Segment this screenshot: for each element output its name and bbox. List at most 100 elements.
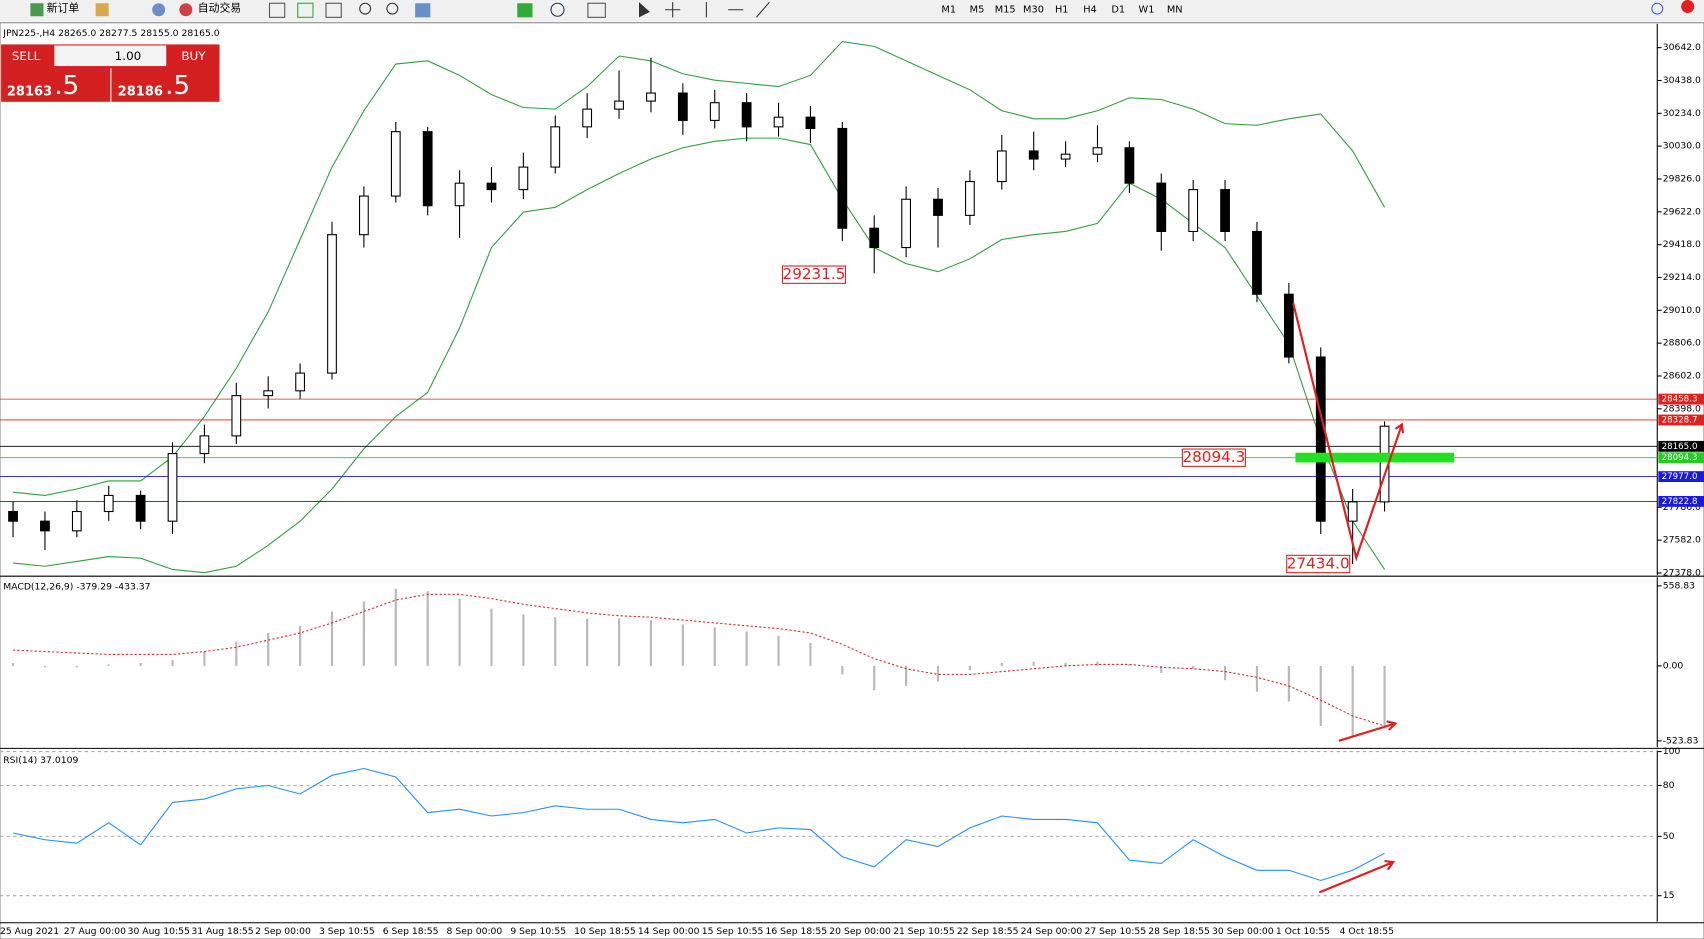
candle-body — [486, 182, 497, 191]
y-tick-label: 15 — [1663, 890, 1675, 901]
y-tick-label: 80 — [1663, 780, 1675, 791]
x-tick-label: 14 Sep 00:00 — [638, 926, 700, 937]
candle-body — [1283, 293, 1294, 358]
candle-body — [1028, 150, 1039, 160]
search[interactable] — [1651, 2, 1664, 15]
candle-body — [454, 182, 465, 207]
candle-body — [996, 150, 1007, 183]
price-level-label: 28328.7 — [1662, 415, 1698, 425]
candle-body — [327, 234, 337, 374]
timeframe[interactable]: W1 — [1139, 5, 1155, 16]
trade-panel: SELL BUY 1.00 28163 .5 28186 .5 — [1, 44, 220, 102]
annotation: 27434.0 — [1287, 555, 1350, 573]
candle-body — [773, 116, 784, 128]
icon[interactable] — [517, 3, 533, 18]
icon[interactable] — [268, 2, 286, 18]
ask-fraction: .5 — [165, 71, 190, 101]
icon[interactable] — [587, 2, 606, 18]
icon[interactable] — [297, 2, 314, 18]
timeframe[interactable]: M15 — [995, 5, 1016, 16]
timeframe[interactable]: H4 — [1083, 5, 1097, 16]
timeframe[interactable]: M1 — [941, 5, 956, 16]
y-tick-label: 30234.0 — [1663, 108, 1701, 119]
highlight-bar — [1295, 452, 1455, 463]
candle-body — [71, 510, 82, 532]
auto-trade-icon[interactable] — [179, 3, 193, 17]
crosshair[interactable] — [665, 2, 681, 18]
icon[interactable] — [95, 3, 109, 17]
x-tick-label: 6 Sep 18:55 — [383, 926, 439, 937]
draw-tools[interactable] — [705, 1, 770, 18]
icon[interactable] — [325, 2, 342, 18]
price-level-label: 28094.3 — [1662, 453, 1698, 463]
icon[interactable] — [152, 3, 166, 17]
price-level-tag — [1658, 440, 1704, 452]
signal-line — [13, 593, 1385, 727]
icon[interactable] — [550, 2, 565, 17]
candle-body — [8, 510, 18, 522]
cursor[interactable] — [639, 2, 650, 18]
timeframe[interactable]: D1 — [1111, 5, 1125, 16]
candle-body — [677, 92, 688, 121]
candle-body — [167, 453, 178, 522]
y-tick-label: 0.00 — [1663, 660, 1684, 671]
y-tick-label: 29010.0 — [1663, 305, 1701, 316]
x-tick-label: 25 Aug 2021 — [0, 926, 59, 937]
candle-body — [1124, 147, 1135, 184]
annotation-box — [781, 265, 847, 284]
candle-body — [199, 435, 210, 455]
x-tick-label: 10 Sep 18:55 — [574, 926, 636, 937]
annotation-box — [1286, 554, 1351, 574]
zoom-in[interactable] — [359, 2, 372, 15]
timeframe[interactable]: M30 — [1023, 5, 1044, 16]
candle-body — [518, 166, 529, 191]
sell-button[interactable]: SELL — [12, 49, 41, 63]
price-level-label: 27822.8 — [1662, 497, 1698, 507]
icon[interactable] — [415, 3, 431, 18]
candle-body — [135, 494, 146, 522]
x-tick-label: 9 Sep 10:55 — [510, 926, 566, 937]
candle-body — [263, 390, 274, 397]
y-tick-label: 29826.0 — [1663, 173, 1701, 184]
candle-body — [965, 181, 975, 216]
timeframe[interactable]: MN — [1167, 5, 1183, 16]
x-tick-label: 3 Sep 10:55 — [319, 926, 375, 937]
timeframe[interactable]: H1 — [1055, 5, 1069, 16]
price-level-label: 28458.3 — [1662, 395, 1698, 405]
candle-body — [390, 131, 401, 197]
arrow — [1318, 859, 1396, 894]
auto-trade[interactable]: 自动交易 — [198, 1, 241, 15]
y-tick-label: 30030.0 — [1663, 141, 1701, 152]
candle-body — [1156, 182, 1167, 233]
candle-body — [582, 108, 593, 128]
annotation: 29231.5 — [783, 265, 846, 283]
lot[interactable]: 1.00 — [115, 49, 142, 63]
y-tick-label: 29622.0 — [1663, 206, 1701, 217]
y-tick-label: 28602.0 — [1663, 371, 1701, 382]
price-level-tag — [1658, 393, 1704, 405]
candle-body — [901, 198, 912, 249]
zoom-out[interactable] — [386, 2, 399, 15]
candle-body — [1188, 189, 1199, 233]
toolbar-items: 新订单 自动交易 — [30, 0, 1695, 18]
x-tick-label: 1 Oct 10:55 — [1276, 926, 1330, 937]
buy-button[interactable]: BUY — [181, 49, 206, 63]
candle-body — [40, 520, 50, 532]
rsi-line — [12, 767, 1385, 882]
bid-fraction: .5 — [54, 71, 79, 101]
x-tick-label: 24 Sep 00:00 — [1021, 926, 1083, 937]
candle-body — [1220, 189, 1230, 233]
alert[interactable] — [1681, 0, 1695, 13]
candle-body — [359, 195, 369, 236]
new-order-icon[interactable] — [30, 3, 44, 17]
toolbar — [0, 0, 1704, 22]
bid: 28163 — [7, 85, 52, 100]
candle-body — [1092, 147, 1103, 155]
candle-body — [422, 131, 433, 207]
lot-box[interactable] — [54, 45, 167, 67]
arrow — [1338, 720, 1398, 742]
chart-frame — [0, 22, 1704, 939]
timeframe[interactable]: M5 — [970, 5, 985, 16]
new-order[interactable]: 新订单 — [47, 1, 80, 15]
price-level-tag — [1658, 471, 1704, 483]
